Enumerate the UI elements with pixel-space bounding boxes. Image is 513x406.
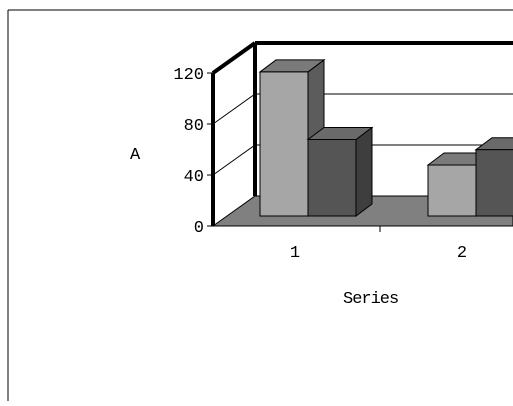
bar-front [475,149,513,217]
bar-front [259,71,309,217]
x-tick-label: 2 [457,244,467,263]
bar-series2-cat1 [306,126,374,217]
y-axis-label: A [130,146,141,165]
bar-series1-cat1 [258,58,326,217]
bar-series2-cat2 [474,137,513,217]
bar-front [427,164,477,217]
y-tick-labels: 0 40 80 120 [173,66,204,238]
bar-top [474,137,513,151]
gridline-side [212,144,256,176]
axes [207,72,513,232]
bar-side [355,126,373,217]
gridline-side [212,42,256,74]
bar-front [307,139,357,217]
x-axis-label: Series [343,290,398,309]
bars [258,58,513,217]
x-tick-label: 1 [290,244,300,263]
gridlines [212,42,513,176]
gridline-side [212,93,256,125]
y-tick-label: 0 [194,219,204,238]
y-tick-label: 40 [184,168,204,187]
y-tick-label: 120 [173,66,204,85]
y-tick-label: 80 [184,117,204,136]
